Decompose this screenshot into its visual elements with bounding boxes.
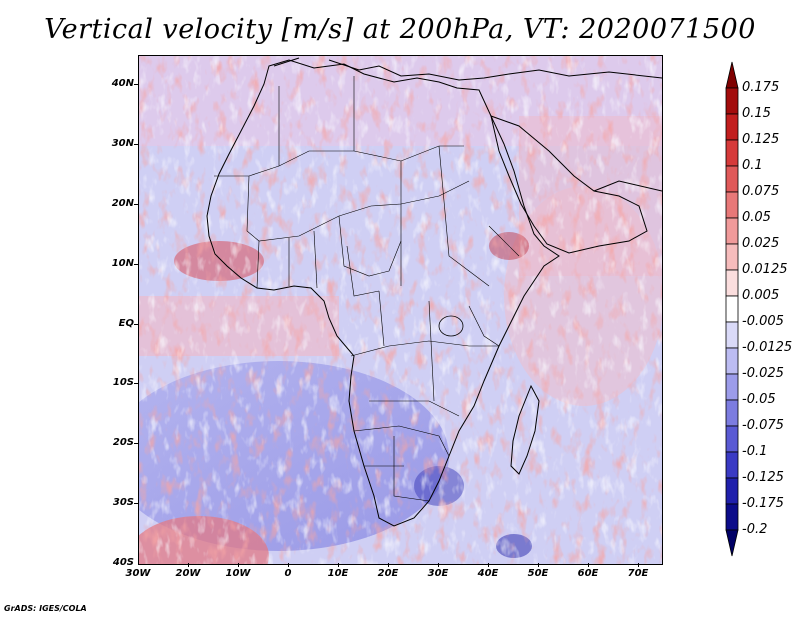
lake-victoria	[438, 315, 464, 337]
y-tick-label: 40S	[112, 557, 134, 568]
x-tick-label: 70E	[627, 568, 649, 579]
colorbar-label: 0.15	[742, 106, 771, 121]
x-tick-mark	[188, 563, 189, 567]
colorbar-swatch	[725, 321, 739, 349]
colorbar-swatch	[725, 295, 739, 323]
y-tick-mark	[134, 324, 138, 325]
x-tick-label: 60E	[577, 568, 599, 579]
x-tick-label: 30W	[125, 568, 151, 579]
colorbar-swatch	[725, 165, 739, 193]
y-tick-mark	[134, 144, 138, 145]
colorbar-swatch	[725, 61, 739, 89]
x-tick-mark	[538, 563, 539, 567]
y-tick-label: EQ	[118, 318, 134, 329]
colorbar-label: 0.075	[742, 184, 780, 199]
y-tick-label: 40N	[111, 78, 134, 89]
y-tick-mark	[134, 204, 138, 205]
y-tick-mark	[134, 264, 138, 265]
colorbar-label: -0.2	[742, 522, 768, 537]
colorbar-label: 0.125	[742, 132, 780, 147]
x-tick-mark	[588, 563, 589, 567]
colorbar-label: -0.175	[742, 496, 784, 511]
colorbar-swatch	[725, 529, 739, 557]
colorbar-swatch	[725, 217, 739, 245]
map-panel	[138, 55, 663, 565]
y-tick-label: 20N	[111, 198, 134, 209]
x-tick-label: 20W	[175, 568, 201, 579]
x-tick-mark	[638, 563, 639, 567]
colorbar-swatch	[725, 347, 739, 375]
credit-text: GrADS: IGES/COLA	[4, 604, 87, 613]
colorbar-label: -0.005	[742, 314, 784, 329]
colorbar-swatch	[725, 269, 739, 297]
y-tick-label: 10N	[111, 258, 134, 269]
y-tick-mark	[134, 503, 138, 504]
colorbar-label: -0.125	[742, 470, 784, 485]
x-tick-mark	[288, 563, 289, 567]
x-tick-label: 40E	[477, 568, 499, 579]
x-tick-label: 0	[284, 568, 292, 579]
y-tick-label: 30S	[112, 497, 134, 508]
colorbar-label: -0.025	[742, 366, 784, 381]
x-tick-mark	[338, 563, 339, 567]
coastlines	[206, 57, 662, 527]
colorbar-swatch	[725, 399, 739, 427]
x-tick-mark	[488, 563, 489, 567]
x-tick-mark	[388, 563, 389, 567]
colorbar-swatch	[725, 503, 739, 531]
colorbar-label: 0.175	[742, 80, 780, 95]
x-tick-label: 20E	[377, 568, 399, 579]
y-tick-mark	[134, 443, 138, 444]
colorbar-label: 0.0125	[742, 262, 788, 277]
vertical-velocity-field	[139, 56, 662, 564]
colorbar-swatch	[725, 425, 739, 453]
colorbar-swatch	[725, 243, 739, 271]
colorbar-label: 0.1	[742, 158, 763, 173]
x-tick-label: 50E	[527, 568, 549, 579]
colorbar-swatch	[725, 477, 739, 505]
colorbar-swatch	[725, 373, 739, 401]
y-tick-label: 10S	[112, 377, 134, 388]
colorbar-label: -0.075	[742, 418, 784, 433]
country-borders	[214, 76, 520, 502]
x-tick-label: 30E	[427, 568, 449, 579]
colorbar-label: 0.025	[742, 236, 780, 251]
x-tick-label: 10E	[327, 568, 349, 579]
colorbar-label: 0.05	[742, 210, 771, 225]
colorbar-label: -0.1	[742, 444, 768, 459]
colorbar-label: 0.005	[742, 288, 780, 303]
colorbar-label: -0.05	[742, 392, 776, 407]
colorbar-label: -0.0125	[742, 340, 793, 355]
x-tick-mark	[238, 563, 239, 567]
colorbar-swatch	[725, 113, 739, 141]
y-tick-mark	[134, 84, 138, 85]
y-tick-label: 30N	[111, 138, 134, 149]
y-tick-mark	[134, 383, 138, 384]
colorbar-swatch	[725, 451, 739, 479]
colorbar-swatch	[725, 87, 739, 115]
x-tick-label: 10W	[225, 568, 251, 579]
colorbar-swatch	[725, 139, 739, 167]
chart-title: Vertical velocity [m/s] at 200hPa, VT: 2…	[44, 14, 756, 45]
y-tick-label: 20S	[112, 437, 134, 448]
colorbar-swatch	[725, 191, 739, 219]
x-tick-mark	[438, 563, 439, 567]
